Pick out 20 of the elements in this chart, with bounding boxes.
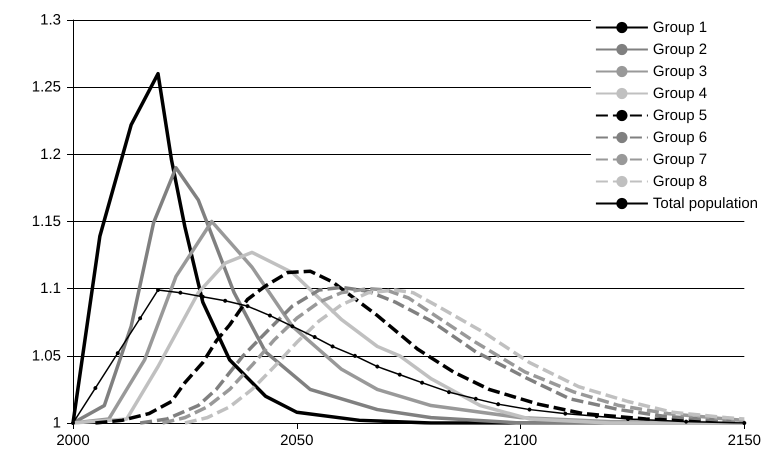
- y-tick-label: 1.2: [40, 146, 61, 163]
- x-tick-label: 2000: [56, 432, 90, 449]
- y-tick-label: 1.15: [32, 213, 61, 230]
- legend-label: Group 3: [652, 63, 708, 80]
- x-tick-label: 2050: [280, 432, 314, 449]
- legend-label: Total population: [652, 195, 758, 212]
- legend-label: Group 8: [652, 173, 708, 190]
- y-tick-label: 1.1: [40, 280, 61, 298]
- legend-label: Group 4: [652, 85, 708, 102]
- y-tick-label: 1: [52, 414, 61, 432]
- legend-label: Group 6: [652, 129, 708, 146]
- y-tick-label: 1.25: [32, 78, 61, 96]
- y-tick-label: 1.05: [32, 347, 61, 364]
- x-tick-label: 2150: [728, 432, 762, 449]
- legend-label: Group 1: [652, 19, 708, 36]
- legend-label: Group 2: [652, 41, 708, 58]
- legend-label: Group 7: [652, 151, 708, 168]
- y-tick-label: 1.3: [40, 12, 61, 28]
- legend-label: Group 5: [652, 107, 708, 124]
- x-tick-label: 2100: [504, 432, 538, 449]
